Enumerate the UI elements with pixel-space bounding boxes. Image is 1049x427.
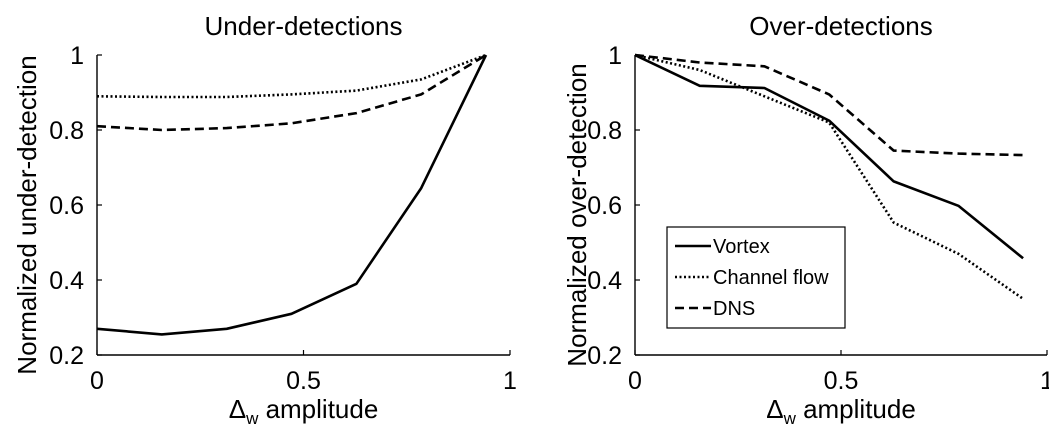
- series-line-channel-flow: [97, 53, 487, 99]
- legend-label: Vortex: [713, 236, 770, 258]
- legend-label: Channel flow: [713, 267, 829, 289]
- y-axis-label: Normalized over-detection: [562, 63, 592, 366]
- y-tick-label: 0.2: [49, 342, 84, 370]
- chart-panel-2: 0.2 0.4 0.6 0.8 1 0 0.5 1 Over-detections Δw ampl…: [562, 11, 1049, 427]
- x-tick-label: 0: [628, 367, 642, 395]
- y-tick-label: 1: [608, 42, 622, 70]
- x-tick-label: 0.5: [824, 367, 859, 395]
- y-tick-label: 0.6: [587, 192, 622, 220]
- x-axis-label: Δw amplitude: [229, 394, 379, 427]
- y-tick-label: 0.8: [49, 117, 84, 145]
- y-tick-label: 0.8: [587, 117, 622, 145]
- series-line-dns: [635, 53, 1024, 157]
- legend: Vortex Channel flow DNS: [666, 226, 846, 329]
- x-tick-label: 1: [503, 367, 517, 395]
- y-tick-label: 0.6: [49, 192, 84, 220]
- y-tick-label: 0.4: [49, 267, 84, 295]
- legend-label: DNS: [713, 298, 755, 320]
- y-tick-label: 0.2: [587, 342, 622, 370]
- series-line-vortex: [97, 54, 488, 336]
- x-tick-label: 0.5: [286, 367, 321, 395]
- series-group: [635, 53, 1024, 300]
- y-tick-label: 0.4: [587, 267, 622, 295]
- chart-title: Under-detections: [205, 11, 403, 41]
- series-line-dns: [97, 53, 487, 132]
- y-axis-label: Normalized under-detection: [12, 55, 42, 374]
- x-axis-label: Δw amplitude: [766, 394, 916, 427]
- chart-panel-1: 0.2 0.4 0.6 0.8 1 0 0.5 1 Under-detections Δw amp…: [12, 11, 517, 427]
- series-line-vortex: [635, 53, 1024, 260]
- series-line-channel-flow: [635, 53, 1024, 300]
- series-group: [97, 53, 488, 336]
- legend-box: [666, 226, 846, 329]
- y-tick-label: 1: [70, 42, 84, 70]
- x-tick-label: 1: [1040, 367, 1049, 395]
- chart-title: Over-detections: [749, 11, 933, 41]
- x-tick-label: 0: [90, 367, 104, 395]
